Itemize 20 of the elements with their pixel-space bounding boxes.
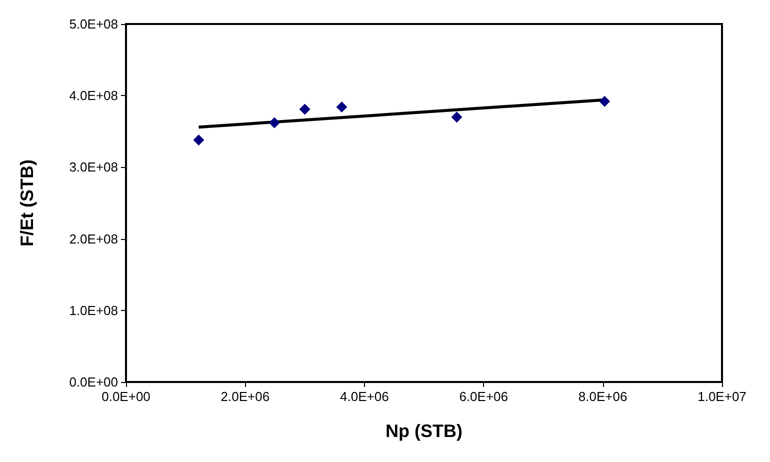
x-tick-label: 6.0E+06 [459, 389, 508, 404]
x-tick-label: 1.0E+07 [698, 389, 746, 404]
x-tick-label: 0.0E+00 [102, 389, 150, 404]
y-tick-label: 0.0E+00 [69, 374, 118, 390]
x-tick-label: 8.0E+06 [578, 389, 628, 404]
y-tick-label: 4.0E+08 [69, 88, 118, 104]
point [268, 117, 280, 128]
point [299, 104, 310, 115]
point [599, 96, 610, 107]
y-tick-label: 2.0E+08 [69, 231, 118, 246]
point [336, 102, 348, 113]
x-tick-label: 4.0E+06 [340, 389, 389, 404]
point [451, 112, 462, 123]
y-tick-label: 5.0E+08 [69, 16, 118, 32]
point [193, 134, 204, 146]
y-tick-label: 3.0E+08 [69, 160, 118, 175]
x-tick-label: 2.0E+06 [220, 389, 270, 404]
x-axis-title: Np (STB) [386, 421, 462, 441]
y-tick-label: 1.0E+08 [69, 302, 118, 318]
y-axis-title: F/Et (STB) [17, 160, 37, 246]
